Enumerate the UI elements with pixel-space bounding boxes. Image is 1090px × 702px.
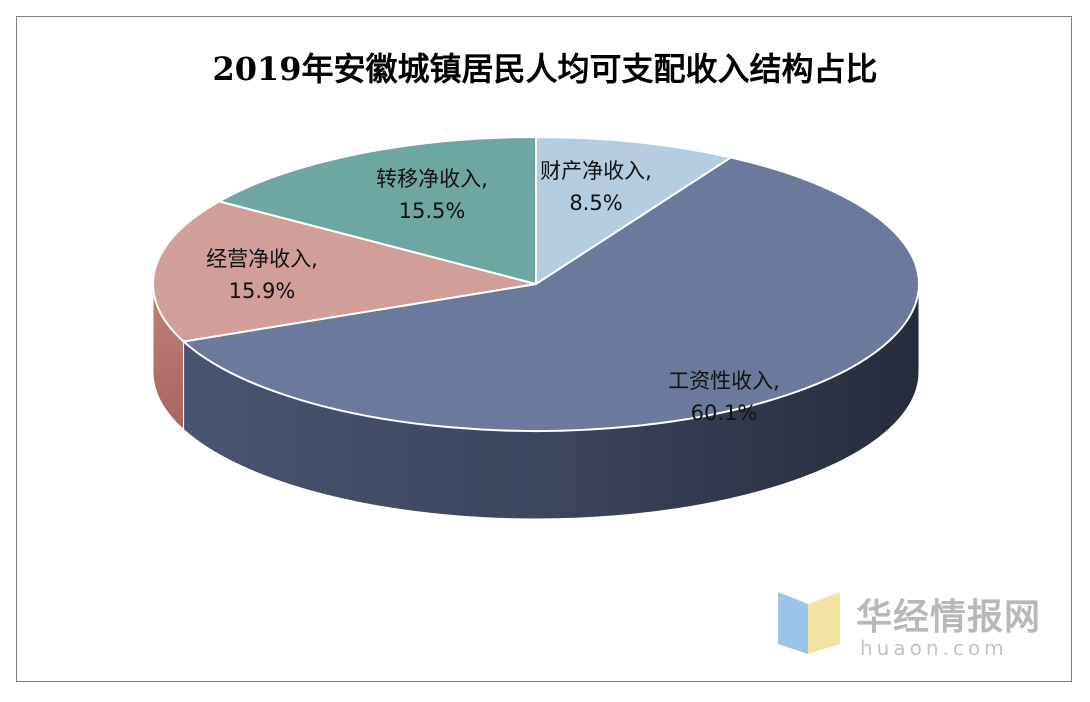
- pie-slice-工资性收入: [182, 156, 920, 432]
- slice-value-工资性收入: 60.1%: [691, 401, 758, 425]
- watermark-cn: 华经情报网: [856, 597, 1042, 638]
- huaon-logo-icon: [778, 592, 840, 654]
- pie-slice-转移净收入: [218, 136, 537, 285]
- slice-label-财产净收入: 财产净收入,: [540, 159, 652, 183]
- slice-label-转移净收入: 转移净收入,: [376, 167, 488, 191]
- pie-slice-经营净收入: [152, 200, 537, 343]
- pie-sides: [152, 283, 920, 520]
- watermark: 华经情报网 huaon.com: [776, 588, 1066, 660]
- chart-title: 2019年安徽城镇居民人均可支配收入结构占比: [212, 50, 878, 88]
- slice-value-财产净收入: 8.5%: [569, 191, 622, 215]
- watermark-en: huaon.com: [860, 636, 1008, 660]
- pie-labels: 财产净收入, 8.5% 工资性收入, 60.1% 经营净收入, 15.9% 转移净收入, 15…: [206, 159, 780, 425]
- slice-value-经营净收入: 15.9%: [229, 279, 296, 303]
- pie-tops: [152, 136, 920, 432]
- slice-label-经营净收入: 经营净收入,: [206, 247, 318, 271]
- pie-slice-财产净收入: [535, 136, 732, 285]
- slice-label-工资性收入: 工资性收入,: [668, 369, 780, 393]
- slice-value-转移净收入: 15.5%: [399, 199, 466, 223]
